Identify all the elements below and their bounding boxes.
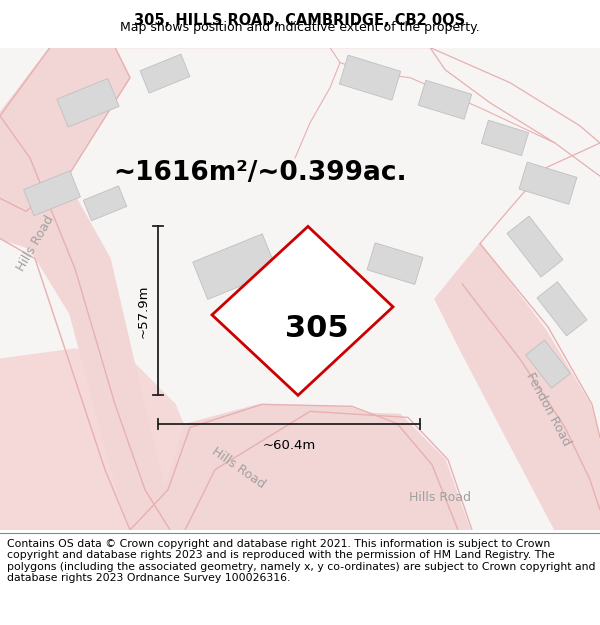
Text: ~60.4m: ~60.4m	[262, 439, 316, 451]
Polygon shape	[193, 234, 277, 299]
Polygon shape	[185, 411, 470, 530]
Polygon shape	[212, 226, 393, 395]
Polygon shape	[537, 282, 587, 336]
Polygon shape	[0, 48, 130, 213]
Polygon shape	[526, 340, 571, 388]
Text: Fendon Road: Fendon Road	[523, 371, 573, 448]
Polygon shape	[519, 162, 577, 204]
Text: 305, HILLS ROAD, CAMBRIDGE, CB2 0QS: 305, HILLS ROAD, CAMBRIDGE, CB2 0QS	[134, 13, 466, 28]
Polygon shape	[340, 55, 401, 100]
Text: Hills Road: Hills Road	[409, 491, 471, 504]
Polygon shape	[57, 79, 119, 127]
Text: Hills Road: Hills Road	[14, 213, 56, 274]
Polygon shape	[367, 243, 423, 284]
Text: Map shows position and indicative extent of the property.: Map shows position and indicative extent…	[120, 21, 480, 34]
Polygon shape	[140, 54, 190, 93]
Text: ~57.9m: ~57.9m	[137, 284, 150, 338]
Text: 305: 305	[285, 314, 349, 344]
Text: ~1616m²/~0.399ac.: ~1616m²/~0.399ac.	[113, 160, 407, 186]
Polygon shape	[0, 48, 600, 530]
Polygon shape	[481, 120, 529, 156]
Text: Contains OS data © Crown copyright and database right 2021. This information is : Contains OS data © Crown copyright and d…	[7, 539, 596, 583]
Polygon shape	[507, 216, 563, 277]
Polygon shape	[83, 186, 127, 221]
Polygon shape	[23, 171, 80, 216]
Text: Hills Road: Hills Road	[209, 444, 267, 491]
Polygon shape	[290, 270, 360, 323]
Polygon shape	[130, 404, 455, 530]
Polygon shape	[0, 178, 185, 530]
Polygon shape	[418, 80, 472, 119]
Polygon shape	[0, 349, 200, 530]
Polygon shape	[435, 244, 600, 530]
